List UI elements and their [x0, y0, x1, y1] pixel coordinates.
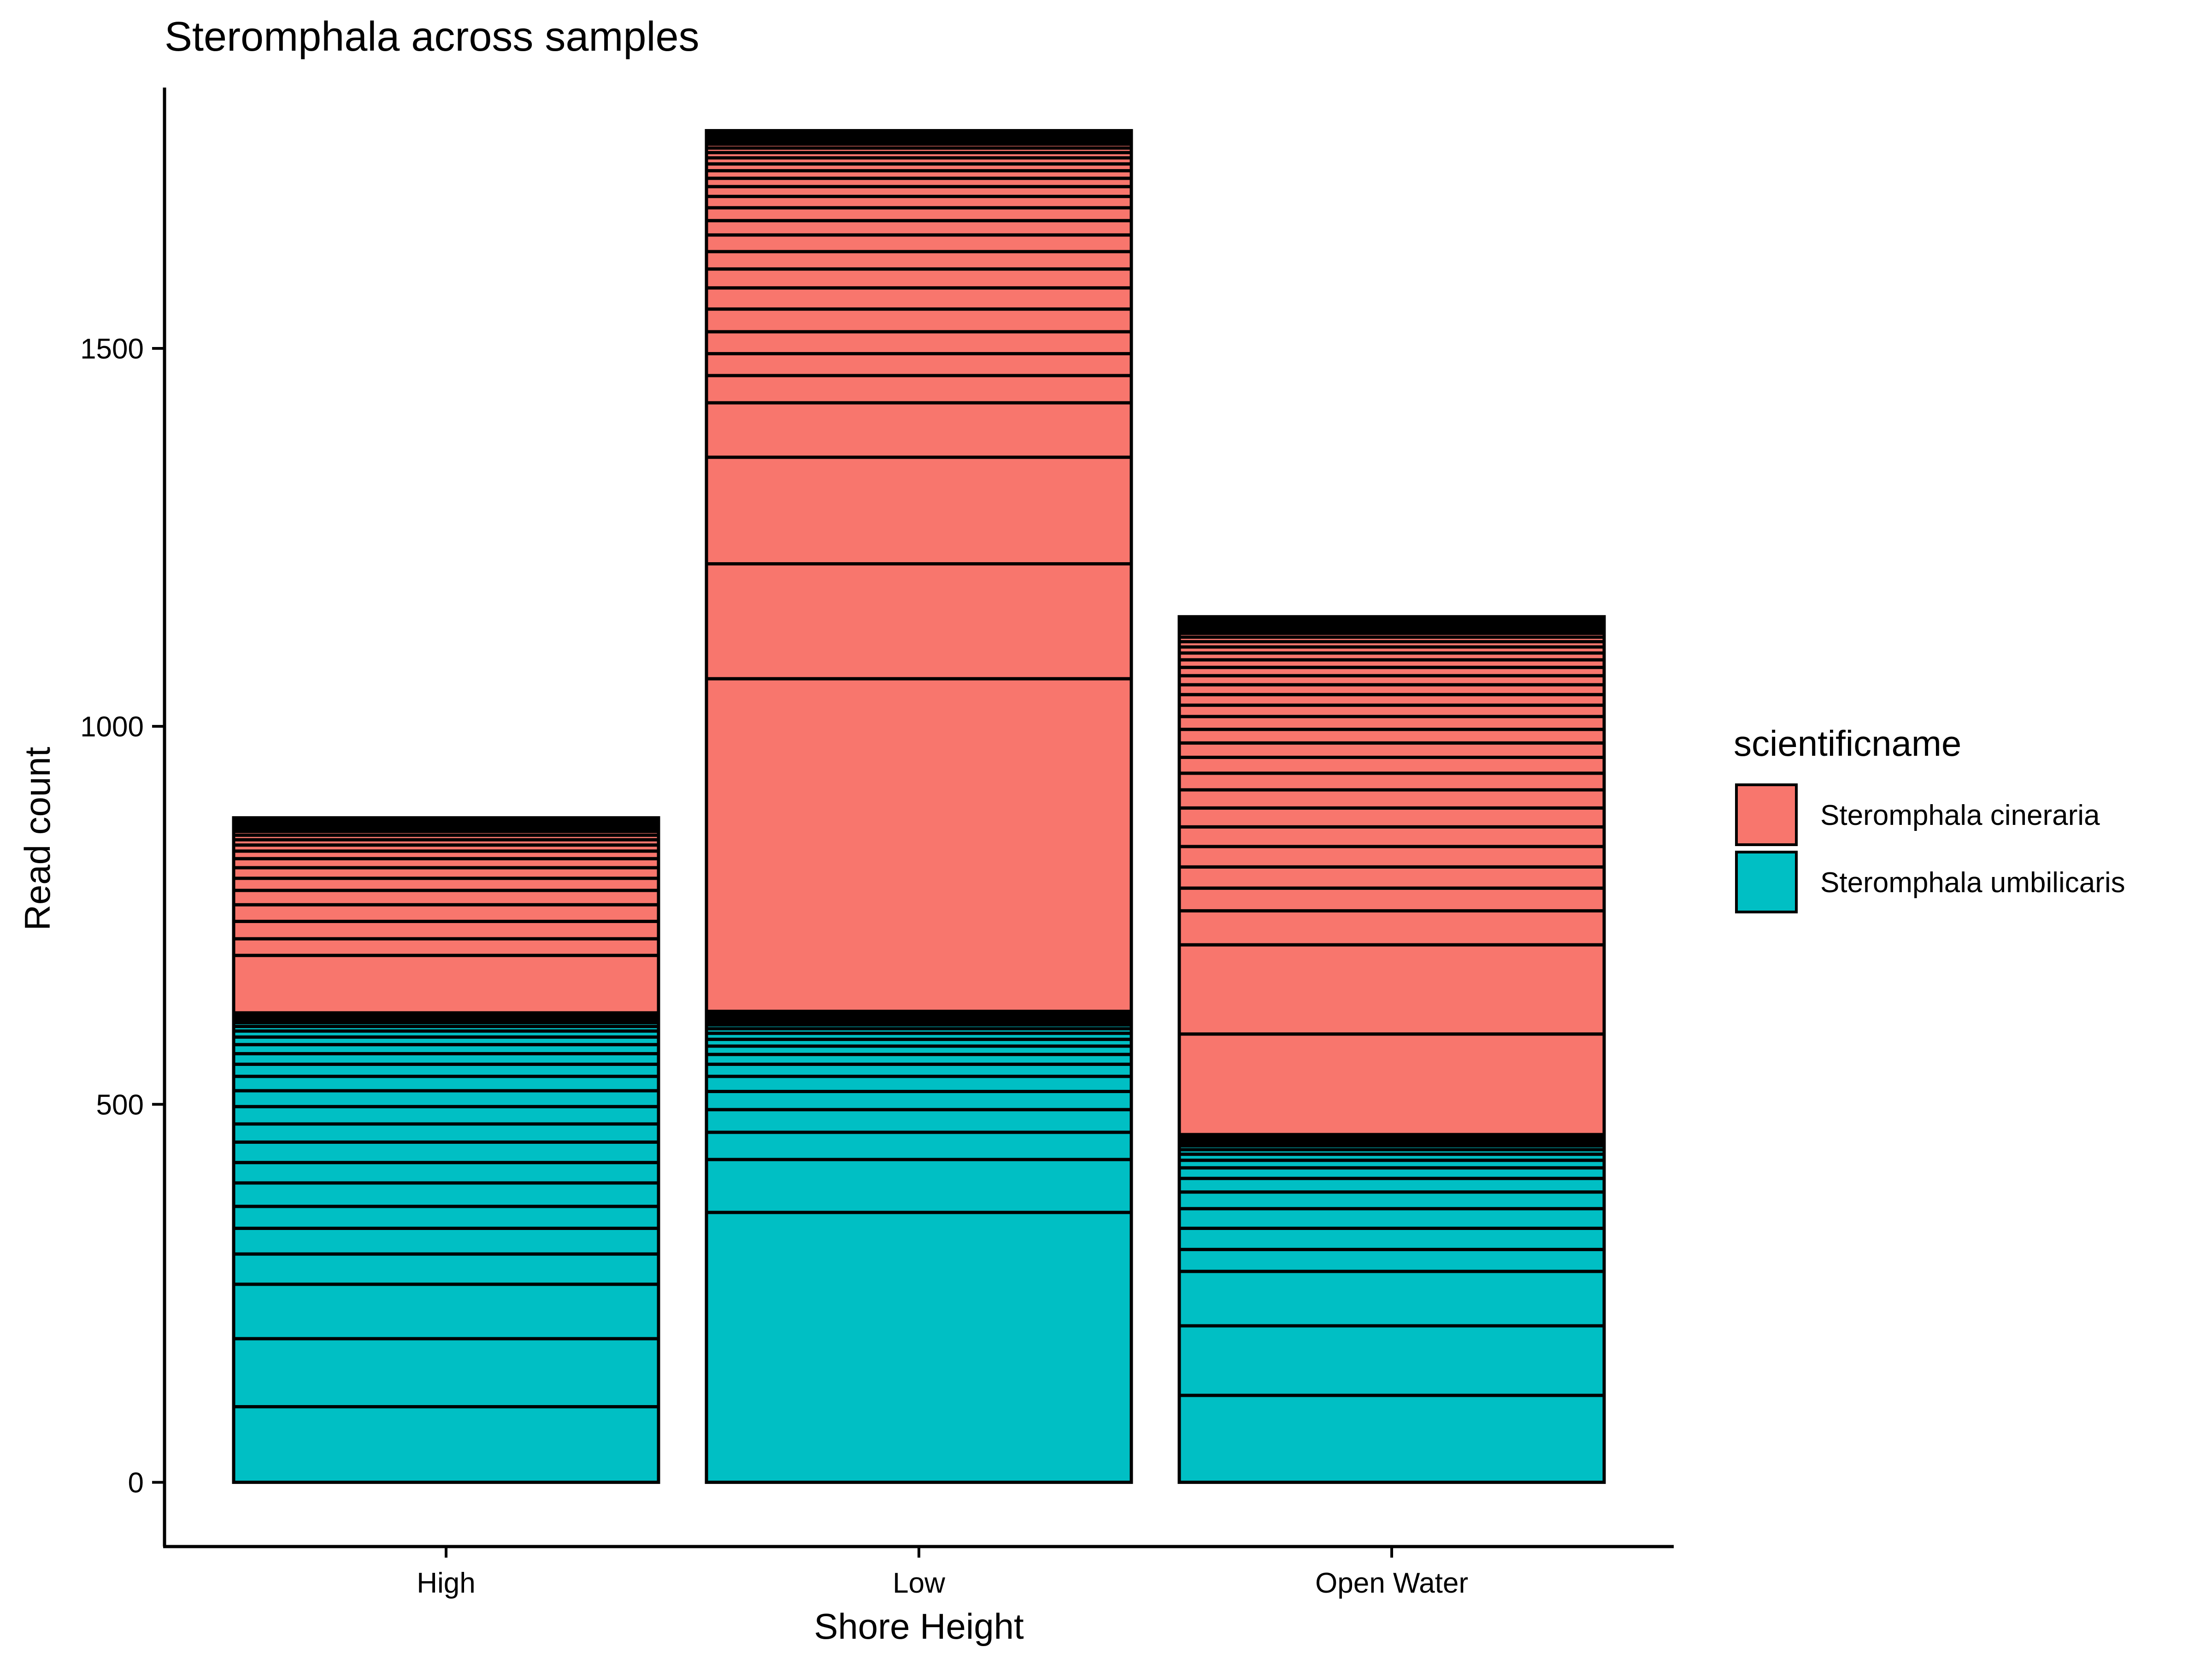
- bar-segment: [1177, 1247, 1606, 1273]
- chart-title: Steromphala across samples: [165, 14, 700, 60]
- bar-segment: [1177, 943, 1606, 1036]
- legend: scientificname Steromphala cineraria Ste…: [1734, 723, 2125, 913]
- bar-segment: [1177, 771, 1606, 792]
- bar-segment: [705, 352, 1133, 377]
- x-ticks: High Low Open Water: [417, 1547, 1468, 1599]
- bar-segment: [232, 1075, 660, 1093]
- legend-label-cineraria: Steromphala cineraria: [1820, 800, 2100, 831]
- bar-segment: [705, 206, 1133, 223]
- legend-swatch-umbilicaris: [1735, 851, 1798, 913]
- y-ticks: 0 500 1000 1500: [80, 333, 165, 1499]
- bar-segment: [1177, 886, 1606, 912]
- bar-segment: [232, 1282, 660, 1341]
- bar-segment: [232, 1205, 660, 1230]
- legend-label-umbilicaris: Steromphala umbilicaris: [1820, 867, 2125, 899]
- bar-segment: [1177, 755, 1606, 775]
- bar-segment: [1177, 703, 1606, 718]
- bar-segment: [232, 1105, 660, 1126]
- bar-segment: [705, 267, 1133, 290]
- bar-segment: [1177, 1270, 1606, 1328]
- bar-segment: [705, 1211, 1133, 1484]
- bar-segment: [1177, 715, 1606, 731]
- y-axis-title: Read count: [17, 747, 58, 930]
- bar-segment: [232, 1405, 660, 1484]
- bar-segment: [705, 233, 1133, 253]
- bar-segment: [232, 919, 660, 941]
- y-tick-label: 1000: [80, 711, 144, 743]
- bar-segment: [1177, 1207, 1606, 1230]
- bar-segment: [1177, 788, 1606, 810]
- bar-segment: [705, 1108, 1133, 1134]
- bar-segment: [1177, 615, 1606, 619]
- bar-segment: [1177, 1226, 1606, 1251]
- bar-segment: [1177, 1324, 1606, 1397]
- bar-segment: [705, 562, 1133, 681]
- bar-segment: [232, 1122, 660, 1144]
- bar-segment: [232, 1089, 660, 1108]
- bar-segment: [1177, 1032, 1606, 1136]
- bar-segment: [705, 1089, 1133, 1112]
- bar-segment: [705, 1130, 1133, 1161]
- bar-segment: [232, 903, 660, 923]
- bar-segment: [232, 1181, 660, 1208]
- bar-segment: [1177, 845, 1606, 869]
- bar-segment: [232, 877, 660, 892]
- bar-segment: [232, 1140, 660, 1165]
- bar-segment: [705, 1062, 1133, 1078]
- bar-segment: [232, 1252, 660, 1286]
- bar-segment: [705, 677, 1133, 1013]
- bar-segment: [705, 1158, 1133, 1214]
- legend-swatch-cineraria: [1735, 783, 1798, 846]
- bar-segment: [232, 937, 660, 957]
- bar-segment: [232, 1337, 660, 1409]
- legend-title: scientificname: [1734, 723, 1961, 764]
- bar-segment: [1177, 1190, 1606, 1211]
- bar-segment: [1177, 1394, 1606, 1484]
- bar-segment: [1177, 806, 1606, 829]
- bar-segment: [232, 953, 660, 1015]
- bar-segment: [232, 816, 660, 820]
- bar-segment: [1177, 1177, 1606, 1194]
- bar-segment: [705, 129, 1133, 133]
- y-tick-label: 1500: [80, 333, 144, 365]
- bar-segment: [705, 455, 1133, 565]
- bar-segment: [705, 374, 1133, 405]
- bar-segment: [705, 307, 1133, 334]
- bars: [232, 129, 1606, 1484]
- x-tick-label: Open Water: [1315, 1567, 1468, 1599]
- bar-segment: [705, 401, 1133, 459]
- bar-segment: [1177, 865, 1606, 890]
- y-tick-label: 500: [96, 1089, 144, 1121]
- x-tick-label: High: [417, 1567, 476, 1599]
- bar-segment: [705, 194, 1133, 210]
- bar-segment: [705, 330, 1133, 355]
- x-tick-label: Low: [893, 1567, 945, 1599]
- bar-segment: [232, 888, 660, 906]
- bar-segment: [232, 1062, 660, 1078]
- bar-segment: [705, 219, 1133, 237]
- y-tick-label: 0: [128, 1467, 144, 1499]
- bar-segment: [1177, 728, 1606, 745]
- bar-segment: [705, 250, 1133, 271]
- bar-segment: [705, 1075, 1133, 1093]
- bar-segment: [232, 1226, 660, 1256]
- bar-segment: [1177, 909, 1606, 947]
- bar-segment: [1177, 825, 1606, 848]
- bar-segment: [705, 286, 1133, 311]
- x-axis-title: Shore Height: [814, 1606, 1024, 1647]
- bar-segment: [1177, 741, 1606, 759]
- bar-segment: [232, 1161, 660, 1185]
